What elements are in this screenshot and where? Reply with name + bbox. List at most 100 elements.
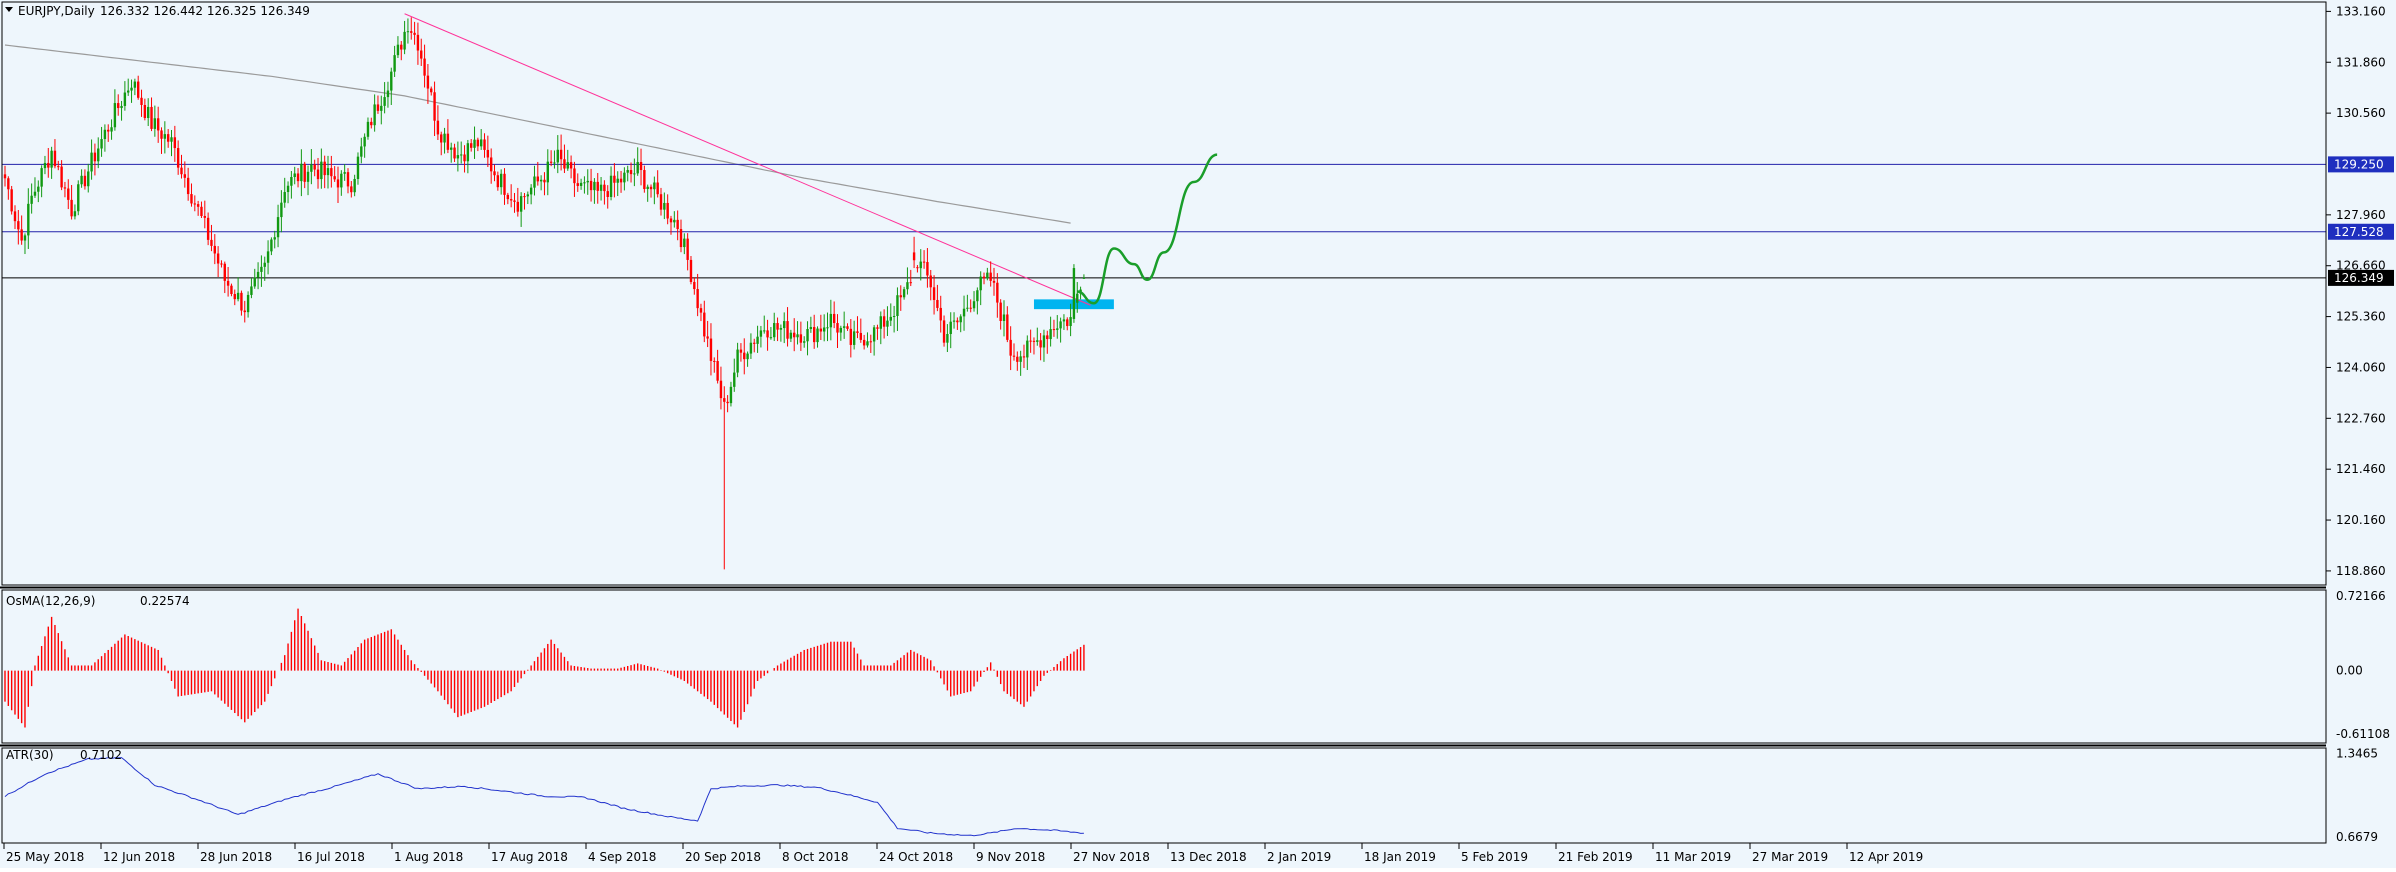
bear-candle <box>503 173 506 195</box>
bear-candle <box>942 320 946 343</box>
y-tick-label: 126.660 <box>2336 259 2386 273</box>
bull-candle <box>746 353 749 360</box>
bull-candle <box>120 105 123 109</box>
y-tick-label: 121.460 <box>2336 462 2386 476</box>
bull-candle <box>809 327 813 330</box>
bull-candle <box>653 182 656 190</box>
bear-candle <box>296 173 300 182</box>
bull-candle <box>1002 314 1006 321</box>
bull-candle <box>736 349 739 373</box>
bear-candle <box>743 352 746 360</box>
bear-candle <box>656 182 659 195</box>
bull-candle <box>310 164 313 172</box>
bear-candle <box>350 186 353 193</box>
bear-candle <box>323 161 326 176</box>
price-tag-label: 129.250 <box>2334 157 2384 171</box>
y-tick-label: 127.960 <box>2336 208 2386 222</box>
bear-candle <box>476 139 480 147</box>
bull-candle <box>683 238 686 248</box>
bear-candle <box>716 361 719 381</box>
bull-candle <box>749 342 753 354</box>
bear-candle <box>969 307 972 309</box>
bear-candle <box>63 187 67 189</box>
bear-candle <box>316 169 320 180</box>
bull-candle <box>163 134 167 139</box>
bear-candle <box>330 168 333 177</box>
bull-candle <box>1076 293 1079 303</box>
bull-candle <box>263 262 266 267</box>
bear-candle <box>1046 335 1049 340</box>
moving-average-line <box>4 44 1071 224</box>
bull-candle <box>146 106 150 118</box>
bear-candle <box>1066 319 1069 327</box>
bear-candle <box>909 282 912 284</box>
bull-candle <box>842 326 846 328</box>
bull-candle <box>456 155 460 159</box>
bear-candle <box>243 310 246 313</box>
bull-candle <box>1019 356 1022 362</box>
bull-candle <box>460 154 463 156</box>
y-tick-label: 120.160 <box>2336 513 2386 527</box>
bull-candle <box>546 161 549 183</box>
bear-candle <box>313 164 316 170</box>
bull-candle <box>170 137 173 142</box>
bull-candle <box>50 150 53 168</box>
bear-candle <box>706 336 709 339</box>
bull-candle <box>529 187 533 195</box>
price-tag-box <box>2328 156 2394 173</box>
bear-candle <box>849 328 853 345</box>
bull-candle <box>949 321 952 335</box>
bear-candle <box>240 292 243 311</box>
bull-candle <box>383 97 386 106</box>
bear-candle <box>569 162 573 169</box>
bear-candle <box>60 166 63 188</box>
bear-candle <box>3 174 7 179</box>
bear-candle <box>1029 340 1032 342</box>
bull-candle <box>892 315 896 317</box>
bear-candle <box>173 137 177 149</box>
bear-candle <box>107 129 110 132</box>
bear-candle <box>1052 329 1056 331</box>
bull-candle <box>519 196 523 212</box>
bear-candle <box>563 159 566 169</box>
dropdown-triangle-icon[interactable] <box>5 7 13 12</box>
price-tag-box <box>2328 269 2394 286</box>
x-tick-label: 24 Oct 2018 <box>879 850 953 864</box>
bear-candle <box>939 307 942 321</box>
bull-candle <box>280 202 283 218</box>
bear-candle <box>13 211 17 222</box>
y-tick-label: 125.360 <box>2336 310 2386 324</box>
bear-candle <box>936 299 939 308</box>
bear-candle <box>629 170 633 175</box>
bear-candle <box>693 281 696 290</box>
bear-candle <box>536 176 539 182</box>
x-tick-label: 9 Nov 2018 <box>976 850 1045 864</box>
price-tag-label: 126.349 <box>2334 271 2384 285</box>
bull-candle <box>1072 268 1076 319</box>
atr-panel-frame <box>1 747 2327 844</box>
bull-candle <box>886 320 889 327</box>
bear-candle <box>1039 340 1042 348</box>
x-tick-label: 8 Oct 2018 <box>782 850 849 864</box>
bear-candle <box>410 31 413 33</box>
bear-candle <box>916 267 919 269</box>
bull-candle <box>253 277 256 287</box>
bear-candle <box>799 334 803 343</box>
atr-line <box>4 757 1084 837</box>
bear-candle <box>303 163 306 182</box>
x-tick-label: 13 Dec 2018 <box>1170 850 1247 864</box>
bull-candle <box>729 386 733 404</box>
bull-candle <box>306 171 310 182</box>
bull-candle <box>822 327 826 332</box>
bull-candle <box>946 334 949 343</box>
bear-candle <box>160 130 163 139</box>
bear-candle <box>996 282 999 303</box>
bear-candle <box>666 202 669 219</box>
bear-candle <box>213 245 216 254</box>
bear-candle <box>496 175 500 188</box>
y-tick-label: 130.560 <box>2336 106 2386 120</box>
bull-candle <box>276 217 280 238</box>
osma-indicator-value: 0.22574 <box>140 594 190 608</box>
